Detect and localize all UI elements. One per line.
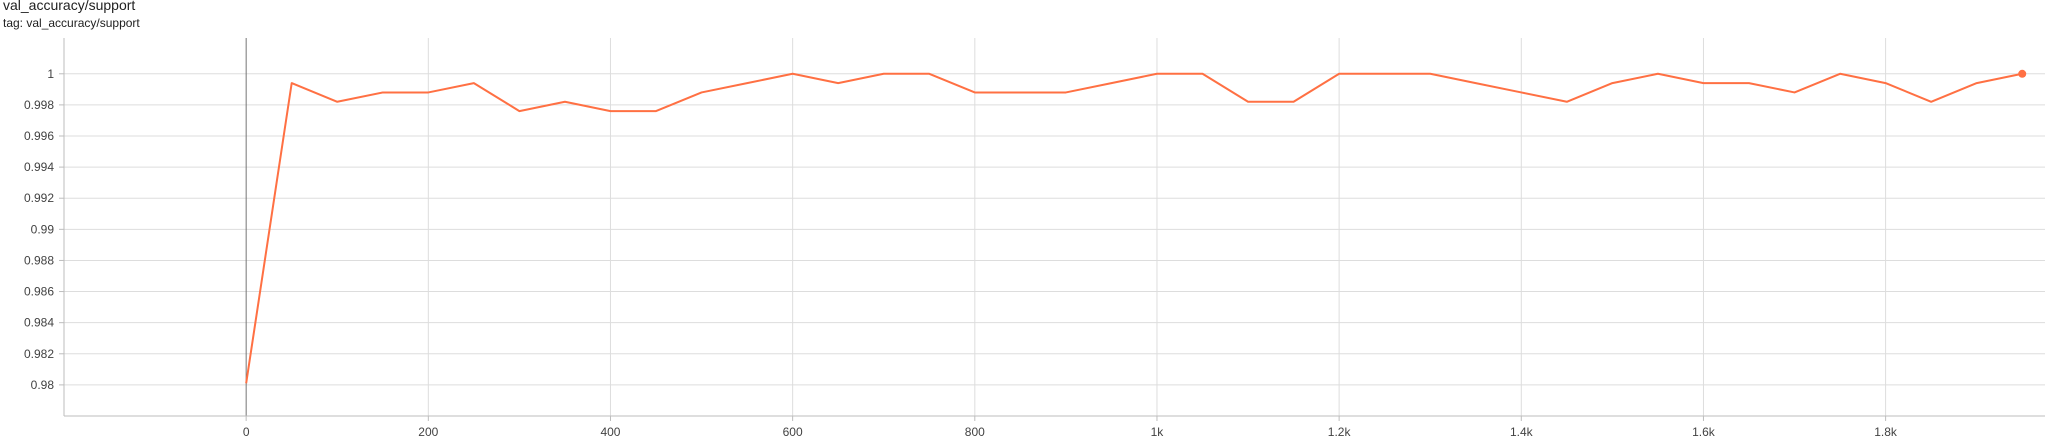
- y-tick-label: 0.994: [24, 160, 54, 174]
- series-last-point[interactable]: [2018, 69, 2027, 78]
- y-tick-label: 0.992: [24, 191, 54, 205]
- y-tick-label: 0.986: [24, 285, 54, 299]
- y-tick-label: 0.998: [24, 98, 54, 112]
- series-point[interactable]: [1246, 99, 1251, 104]
- series-point[interactable]: [1473, 81, 1478, 86]
- y-tick-label: 0.99: [31, 222, 55, 236]
- series-point[interactable]: [1382, 71, 1387, 76]
- series-point[interactable]: [1428, 71, 1433, 76]
- series-point[interactable]: [1929, 99, 1934, 104]
- series-point[interactable]: [471, 81, 476, 86]
- series-point[interactable]: [1792, 90, 1797, 95]
- series-point[interactable]: [836, 81, 841, 86]
- series-point[interactable]: [1746, 81, 1751, 86]
- x-tick-label: 1.8k: [1874, 425, 1898, 439]
- series-point[interactable]: [380, 90, 385, 95]
- series-point[interactable]: [1109, 81, 1114, 86]
- series-point[interactable]: [1838, 71, 1843, 76]
- series-point[interactable]: [927, 71, 932, 76]
- series-point[interactable]: [1018, 90, 1023, 95]
- y-tick-label: 0.996: [24, 129, 54, 143]
- series-point[interactable]: [562, 99, 567, 104]
- series-point[interactable]: [1200, 71, 1205, 76]
- series-line[interactable]: [245, 72, 2023, 384]
- series-point[interactable]: [881, 71, 886, 76]
- series-point[interactable]: [654, 109, 659, 114]
- y-tick-label: 0.982: [24, 347, 54, 361]
- series-point[interactable]: [1701, 81, 1706, 86]
- series-point[interactable]: [289, 81, 294, 86]
- x-tick-label: 200: [418, 425, 438, 439]
- chart-tag: tag: val_accuracy/support: [3, 16, 140, 30]
- series-point[interactable]: [972, 90, 977, 95]
- series-point[interactable]: [1564, 99, 1569, 104]
- series-point[interactable]: [517, 109, 522, 114]
- series-point[interactable]: [1883, 81, 1888, 86]
- series-point[interactable]: [1063, 90, 1068, 95]
- x-tick-label: 0: [243, 425, 250, 439]
- x-tick-label: 1.6k: [1692, 425, 1716, 439]
- chart-title: val_accuracy/support: [3, 0, 136, 13]
- x-tick-label: 1k: [1151, 425, 1165, 439]
- series-point[interactable]: [335, 99, 340, 104]
- series-layer[interactable]: [244, 69, 2027, 386]
- series-point[interactable]: [426, 90, 431, 95]
- series-point[interactable]: [1655, 71, 1660, 76]
- y-tick-label: 0.984: [24, 316, 54, 330]
- series-point[interactable]: [1610, 81, 1615, 86]
- x-tick-label: 1.4k: [1510, 425, 1534, 439]
- series-point[interactable]: [1519, 90, 1524, 95]
- y-tick-label: 0.988: [24, 253, 54, 267]
- x-tick-label: 800: [965, 425, 985, 439]
- x-tick-label: 600: [783, 425, 803, 439]
- series-point[interactable]: [1291, 99, 1296, 104]
- series-point[interactable]: [1337, 71, 1342, 76]
- series-point[interactable]: [745, 81, 750, 86]
- y-tick-label: 1: [47, 67, 54, 81]
- series-point[interactable]: [244, 381, 249, 386]
- grid-layer: [64, 38, 2045, 416]
- series-point[interactable]: [1154, 71, 1159, 76]
- series-point[interactable]: [699, 90, 704, 95]
- series-point[interactable]: [790, 71, 795, 76]
- axis-layer: [59, 38, 2045, 421]
- series-point[interactable]: [1974, 81, 1979, 86]
- y-tick-label: 0.98: [31, 378, 55, 392]
- series-point[interactable]: [608, 109, 613, 114]
- x-tick-label: 400: [600, 425, 620, 439]
- tick-label-layer: 0.98 0.982 0.984 0.986 0.988 0.99 0.992 0.994 0.…: [24, 67, 1898, 439]
- x-tick-label: 1.2k: [1328, 425, 1352, 439]
